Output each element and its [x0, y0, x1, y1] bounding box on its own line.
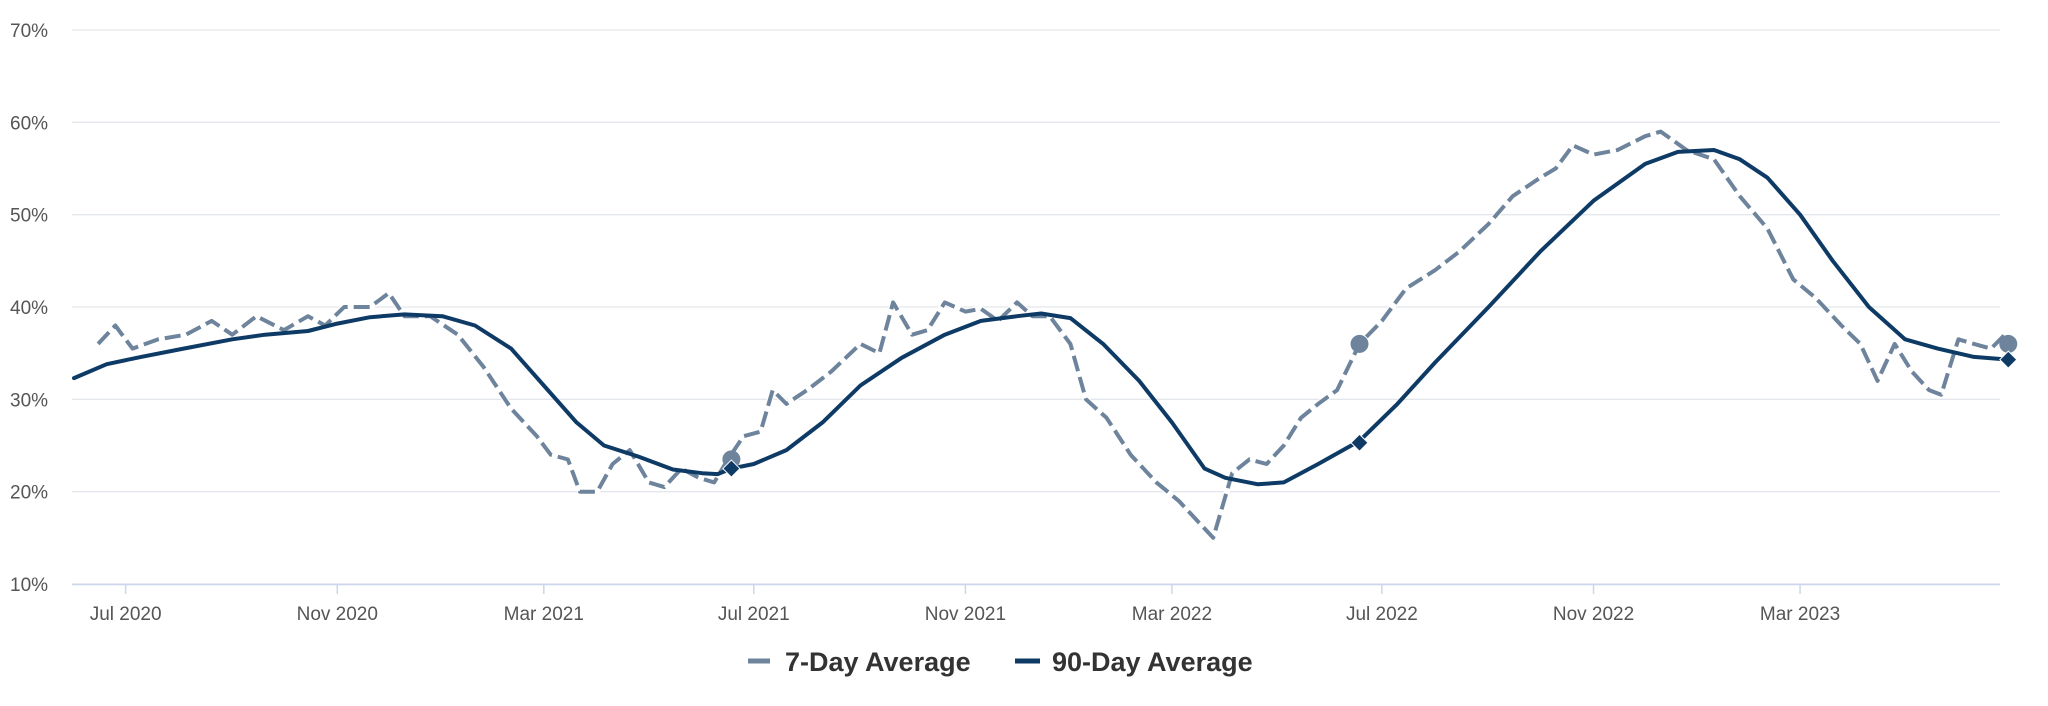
series-layer	[72, 128, 2011, 541]
x-tick-label-4: Nov 2021	[925, 604, 1006, 625]
y-tick-label-20: 20%	[10, 483, 48, 504]
x-tick-label-8: Mar 2023	[1760, 604, 1840, 625]
marker-90-day-2	[1999, 350, 2018, 369]
marker-7-day-1	[1350, 334, 1369, 353]
x-tick-label-7: Nov 2022	[1553, 604, 1634, 625]
series-halo-7-day-average	[95, 128, 2007, 541]
x-tick-label-1: Nov 2020	[297, 604, 378, 625]
legend-label-7-day: 7-Day Average	[785, 647, 971, 677]
x-tick-label-5: Mar 2022	[1132, 604, 1212, 625]
legend-label-90-day: 90-Day Average	[1052, 647, 1253, 677]
series-line-90-day-average	[72, 148, 2011, 487]
grid-layer	[72, 29, 2000, 585]
x-tick-label-6: Jul 2022	[1346, 604, 1418, 625]
marker-90-day-0	[722, 459, 741, 478]
y-tick-label-70: 70%	[10, 21, 48, 42]
marker-90-day-1	[1350, 433, 1369, 452]
legend-item-90-day[interactable]: 90-Day Average	[1015, 647, 1253, 677]
legend-item-7-day[interactable]: 7-Day Average	[748, 647, 971, 677]
y-tick-label-40: 40%	[10, 298, 48, 319]
y-tick-label-50: 50%	[10, 206, 48, 227]
y-tick-label-30: 30%	[10, 390, 48, 411]
marker-layer	[722, 334, 2018, 478]
y-tick-label-10: 10%	[10, 575, 48, 596]
x-tick-label-0: Jul 2020	[90, 604, 162, 625]
legend[interactable]: 7-Day Average 90-Day Average	[748, 647, 1253, 677]
axis-layer: 10% 20% 30% 40% 50% 60% 70% Jul 2020 Nov 2020 Mar…	[10, 21, 2000, 625]
series-line-7-day-average	[96, 129, 2007, 540]
marker-7-day-0	[722, 450, 741, 469]
x-tick-label-2: Mar 2021	[504, 604, 584, 625]
x-tick-label-3: Jul 2021	[718, 604, 790, 625]
y-tick-label-60: 60%	[10, 113, 48, 134]
marker-7-day-2	[1999, 334, 2018, 353]
